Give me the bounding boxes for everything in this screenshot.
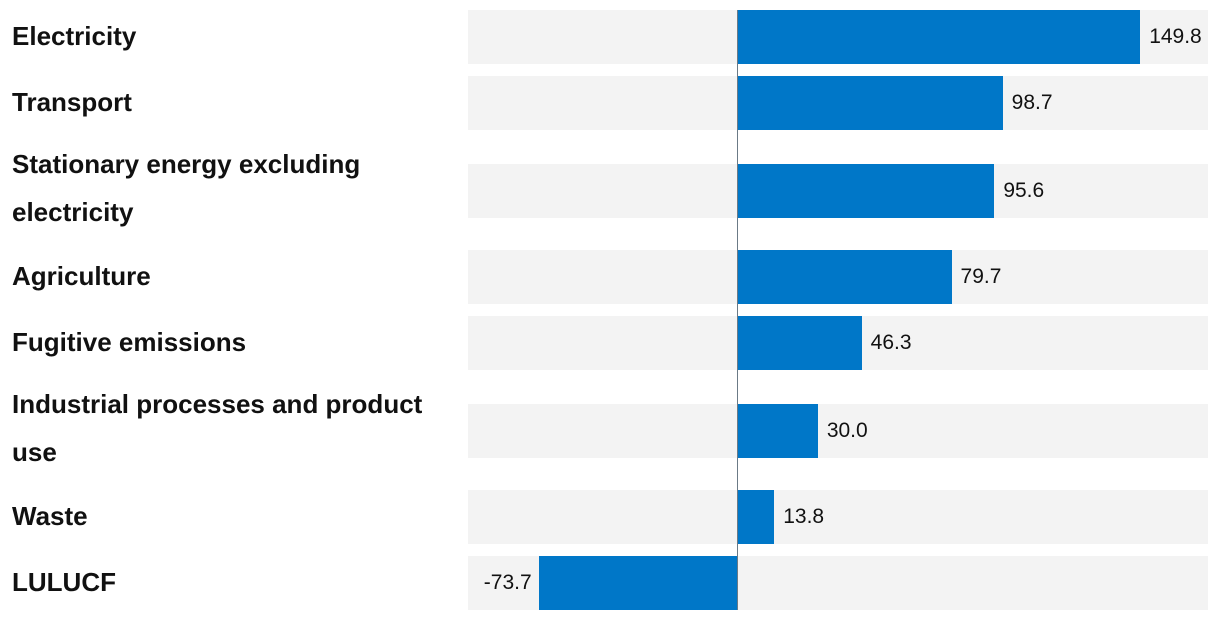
bar bbox=[737, 76, 1003, 130]
bar-track bbox=[468, 404, 1208, 458]
category-label: LULUCF bbox=[12, 567, 116, 597]
bar bbox=[737, 164, 995, 218]
value-label: 30.0 bbox=[826, 419, 868, 442]
value-label: 79.7 bbox=[960, 265, 1002, 288]
category-label: Waste bbox=[12, 501, 88, 531]
value-label: -73.7 bbox=[483, 571, 532, 594]
value-label: 46.3 bbox=[870, 331, 912, 354]
value-label: 149.8 bbox=[1149, 25, 1202, 48]
bar bbox=[538, 556, 738, 610]
bar bbox=[737, 10, 1141, 64]
value-label: 13.8 bbox=[783, 505, 825, 528]
bar bbox=[737, 250, 952, 304]
bar bbox=[737, 404, 818, 458]
category-label: Electricity bbox=[12, 21, 137, 51]
category-label: Fugitive emissions bbox=[12, 327, 247, 357]
bar bbox=[737, 316, 862, 370]
category-label: Agriculture bbox=[12, 261, 151, 291]
bar-track bbox=[468, 490, 1208, 544]
value-label: 98.7 bbox=[1011, 91, 1053, 114]
value-label: 95.6 bbox=[1003, 179, 1045, 202]
bar bbox=[737, 490, 775, 544]
zero-axis-line bbox=[736, 10, 738, 610]
category-label: Transport bbox=[12, 87, 132, 117]
category-label: Industrial processes and product use bbox=[12, 389, 423, 467]
category-label: Stationary energy excluding electricity bbox=[12, 149, 361, 227]
